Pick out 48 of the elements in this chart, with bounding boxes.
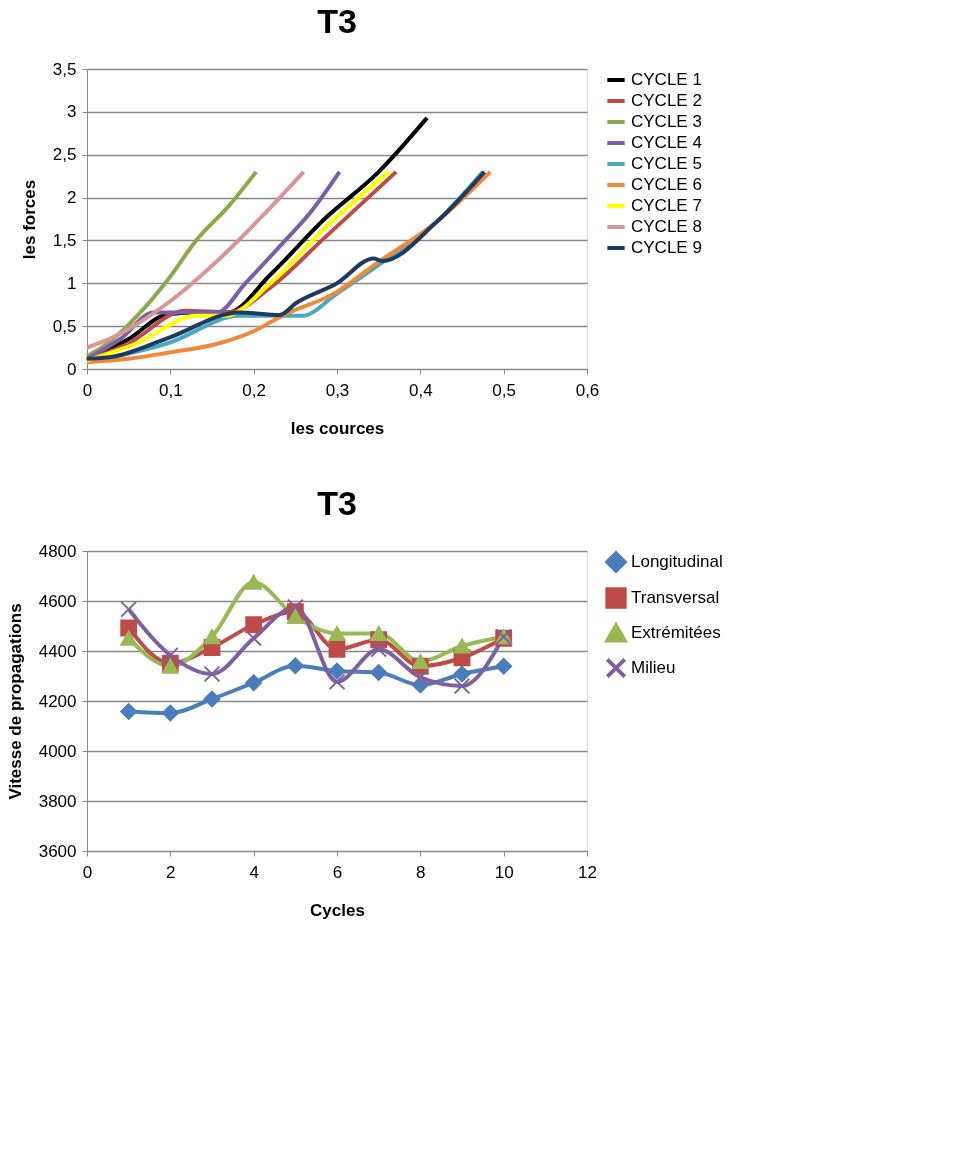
x-tick-label: 0,3 [325,380,350,400]
legend-label: Longitudinal [631,552,723,571]
y-tick-label: 2,5 [52,145,77,165]
y-tick-label: 3800 [38,791,77,811]
x-tick-label: 0 [82,862,93,882]
y-tick-label: 4400 [38,641,77,661]
legend-label: CYCLE 2 [631,91,702,110]
x-tick-label: 6 [332,862,343,882]
x-tick-label: 0,6 [575,380,600,400]
y-axis-title: Vitesse de propagations [5,603,25,800]
legend-label: CYCLE 3 [631,112,702,131]
legend-label: CYCLE 8 [631,217,702,236]
y-axis-title: les forces [19,179,39,260]
y-tick-label: 3,5 [52,59,77,79]
x-tick-label: 8 [416,862,426,882]
legend-label: CYCLE 4 [631,133,702,152]
legend-label: CYCLE 5 [631,154,702,173]
x-tick-label: 10 [494,862,514,882]
y-tick-label: 3 [67,102,77,122]
y-tick-label: 1 [67,273,77,293]
legend-label: Transversal [631,588,720,607]
x-tick-label: 2 [166,862,176,882]
y-tick-label: 1,5 [52,230,77,250]
y-tick-label: 0,5 [52,316,77,336]
y-tick-label: 3600 [38,841,77,861]
legend-label: Milieu [631,658,676,677]
legend-label: CYCLE 6 [631,175,702,194]
x-tick-label: 0,1 [159,380,183,400]
legend-label: CYCLE 1 [631,70,702,89]
x-tick-label: 0 [82,380,93,400]
y-tick-label: 4000 [38,741,77,761]
x-tick-label: 0,2 [242,380,266,400]
x-axis-title: les cources [290,418,385,438]
chart-title: T3 [317,2,357,40]
y-tick-label: 4800 [38,541,77,561]
y-tick-label: 0 [67,359,77,379]
x-tick-label: 4 [249,862,259,882]
chart-title: T3 [317,484,357,522]
x-axis-title: Cycles [310,900,365,920]
y-tick-label: 2 [67,188,77,208]
x-tick-label: 12 [578,862,597,882]
legend-label: Extrémitées [631,623,721,642]
x-tick-label: 0,5 [492,380,516,400]
legend-label: CYCLE 9 [631,238,702,257]
x-tick-label: 0,4 [409,380,433,400]
y-tick-label: 4600 [38,591,77,611]
legend-label: CYCLE 7 [631,196,702,215]
y-tick-label: 4200 [38,691,77,711]
